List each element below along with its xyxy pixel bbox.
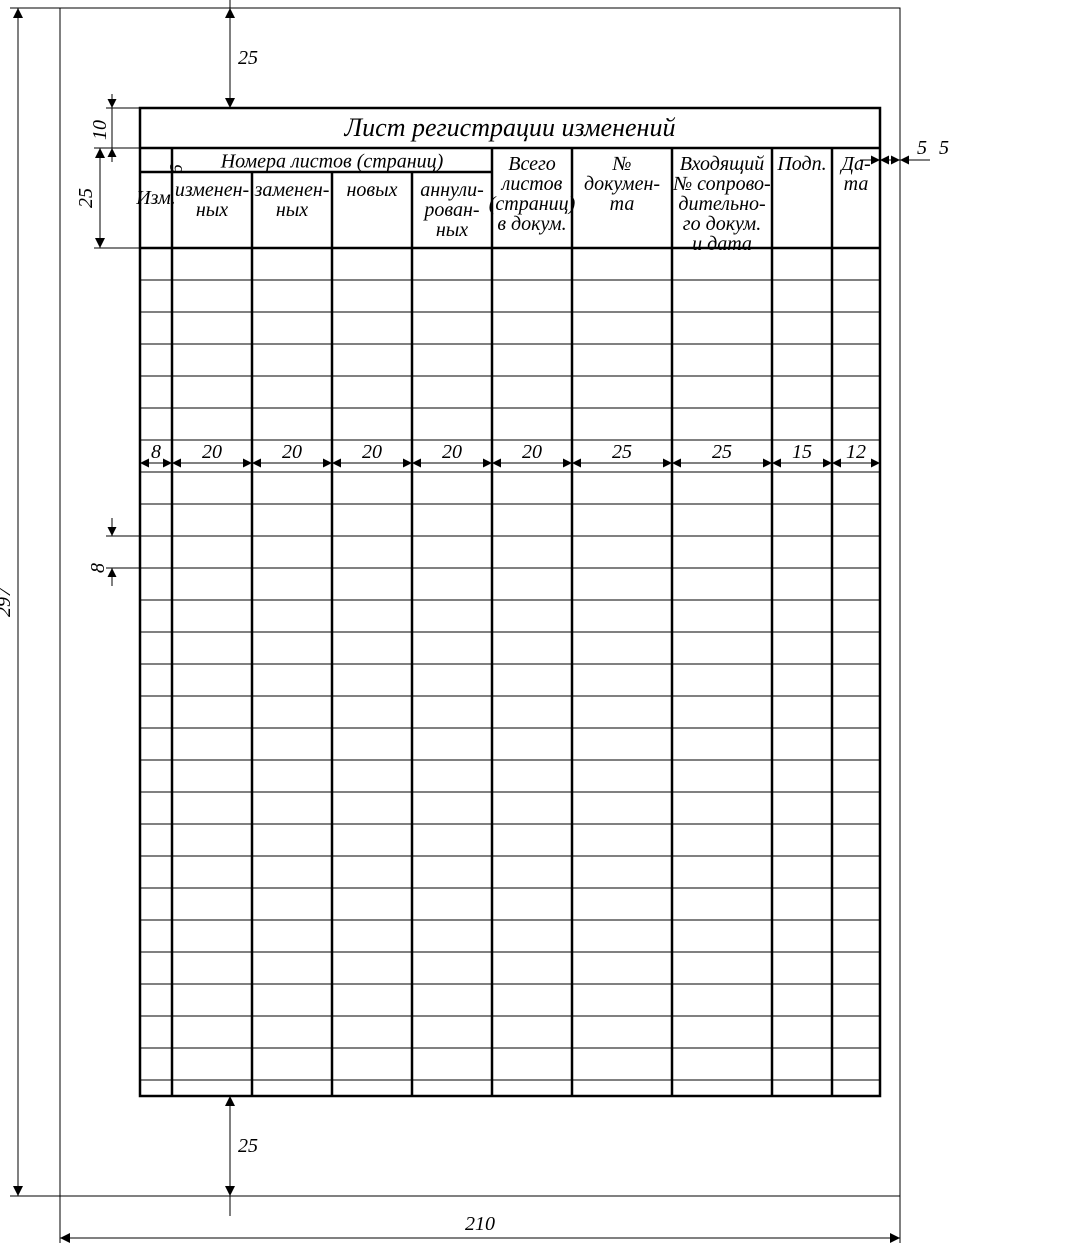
dim-title-height: 10 xyxy=(89,120,111,140)
dim-bottom-margin: 25 xyxy=(238,1135,258,1157)
col-width-dim-c4: 20 xyxy=(362,441,382,463)
column-header-c3: заменен-ных xyxy=(254,179,330,221)
column-header-c10: Да-та xyxy=(839,153,870,195)
dim-group-header-height: 6 xyxy=(166,165,186,174)
col-width-dim-c6: 20 xyxy=(522,441,542,463)
dim-header-height: 25 xyxy=(75,188,97,208)
column-header-c8: Входящий№ сопрово-дительно-го докум.и да… xyxy=(672,153,770,255)
col-width-dim-c2: 20 xyxy=(202,441,222,463)
column-header-c7: №докумен-та xyxy=(584,153,660,215)
col-width-dim-c9: 15 xyxy=(792,441,812,463)
col-width-dim-c10: 12 xyxy=(846,441,866,463)
dim-right-margin: 5 xyxy=(939,137,949,159)
col-width-dim-c3: 20 xyxy=(282,441,302,463)
column-header-c4: новых xyxy=(346,179,397,201)
dim-row-height: 8 xyxy=(87,563,109,573)
dim-top-margin: 25 xyxy=(238,47,258,69)
col-width-dim-c8: 25 xyxy=(712,441,732,463)
column-header-c9: Подп. xyxy=(776,153,826,175)
title-text: Лист регистрации изменений xyxy=(344,113,676,142)
col-width-dim-c1: 8 xyxy=(151,441,161,463)
dim-height: 297 xyxy=(0,586,15,617)
column-header-c6: Всеголистов(страниц)в докум. xyxy=(489,153,576,235)
dim-width: 210 xyxy=(465,1213,495,1235)
col-width-dim-c5: 20 xyxy=(442,441,462,463)
column-header-c5: аннули-рован-ных xyxy=(420,179,484,241)
col-width-dim-c7: 25 xyxy=(612,441,632,463)
sheet-group-header: Номера листов (страниц) xyxy=(220,151,444,173)
column-header-c2: изменен-ных xyxy=(175,179,249,221)
column-header-c1: Изм. xyxy=(135,187,176,209)
drawing-stage: Лист регистрации изменений Номера листов … xyxy=(0,0,1087,1243)
svg-text:5: 5 xyxy=(917,137,927,159)
